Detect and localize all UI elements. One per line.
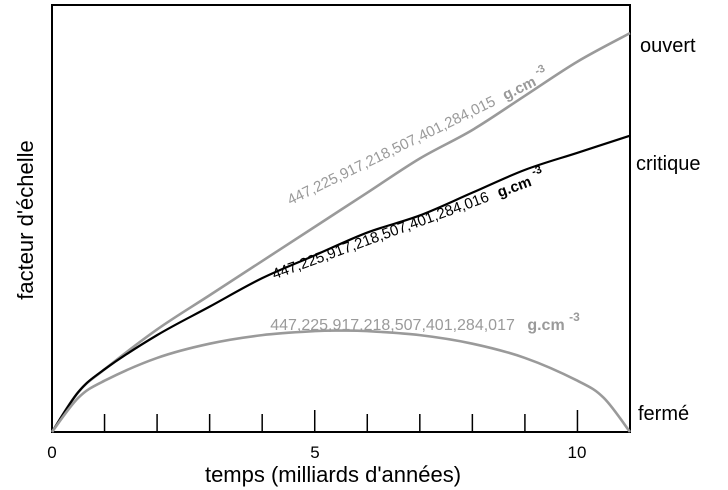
y-axis-title: facteur d'échelle (13, 140, 38, 300)
curve-ouvert (50, 31, 631, 433)
series-name-ouvert: ouvert (640, 35, 696, 57)
unit-exp-ouvert: -3 (533, 63, 547, 78)
series-name-critique: critique (636, 153, 700, 175)
x-tick-labels: 0 5 10 (47, 443, 586, 462)
density-label-ouvert: 447,225,917,218,507,401,284,015 (285, 93, 499, 209)
unit-critique: g.cm (495, 173, 534, 201)
density-label-ferme: 447,225,917,218,507,401,284,017 (270, 317, 515, 334)
x-axis-title: temps (milliards d'années) (205, 462, 461, 487)
unit-ferme: g.cm (527, 317, 564, 334)
x-tick-label-0: 0 (47, 443, 56, 462)
curves (50, 31, 632, 433)
plot-frame (51, 4, 631, 433)
unit-exp-ferme: -3 (569, 310, 580, 324)
curve-ferme (50, 329, 632, 433)
x-tick-label-10: 10 (568, 443, 587, 462)
x-ticks (51, 410, 631, 432)
x-tick-label-5: 5 (310, 443, 319, 462)
unit-exp-critique: -3 (530, 164, 543, 179)
curve-critique (51, 134, 631, 433)
series-name-ferme: fermé (638, 403, 689, 425)
curve-label-ferme: 447,225,917,218,507,401,284,017 g.cm -3 (270, 310, 580, 334)
